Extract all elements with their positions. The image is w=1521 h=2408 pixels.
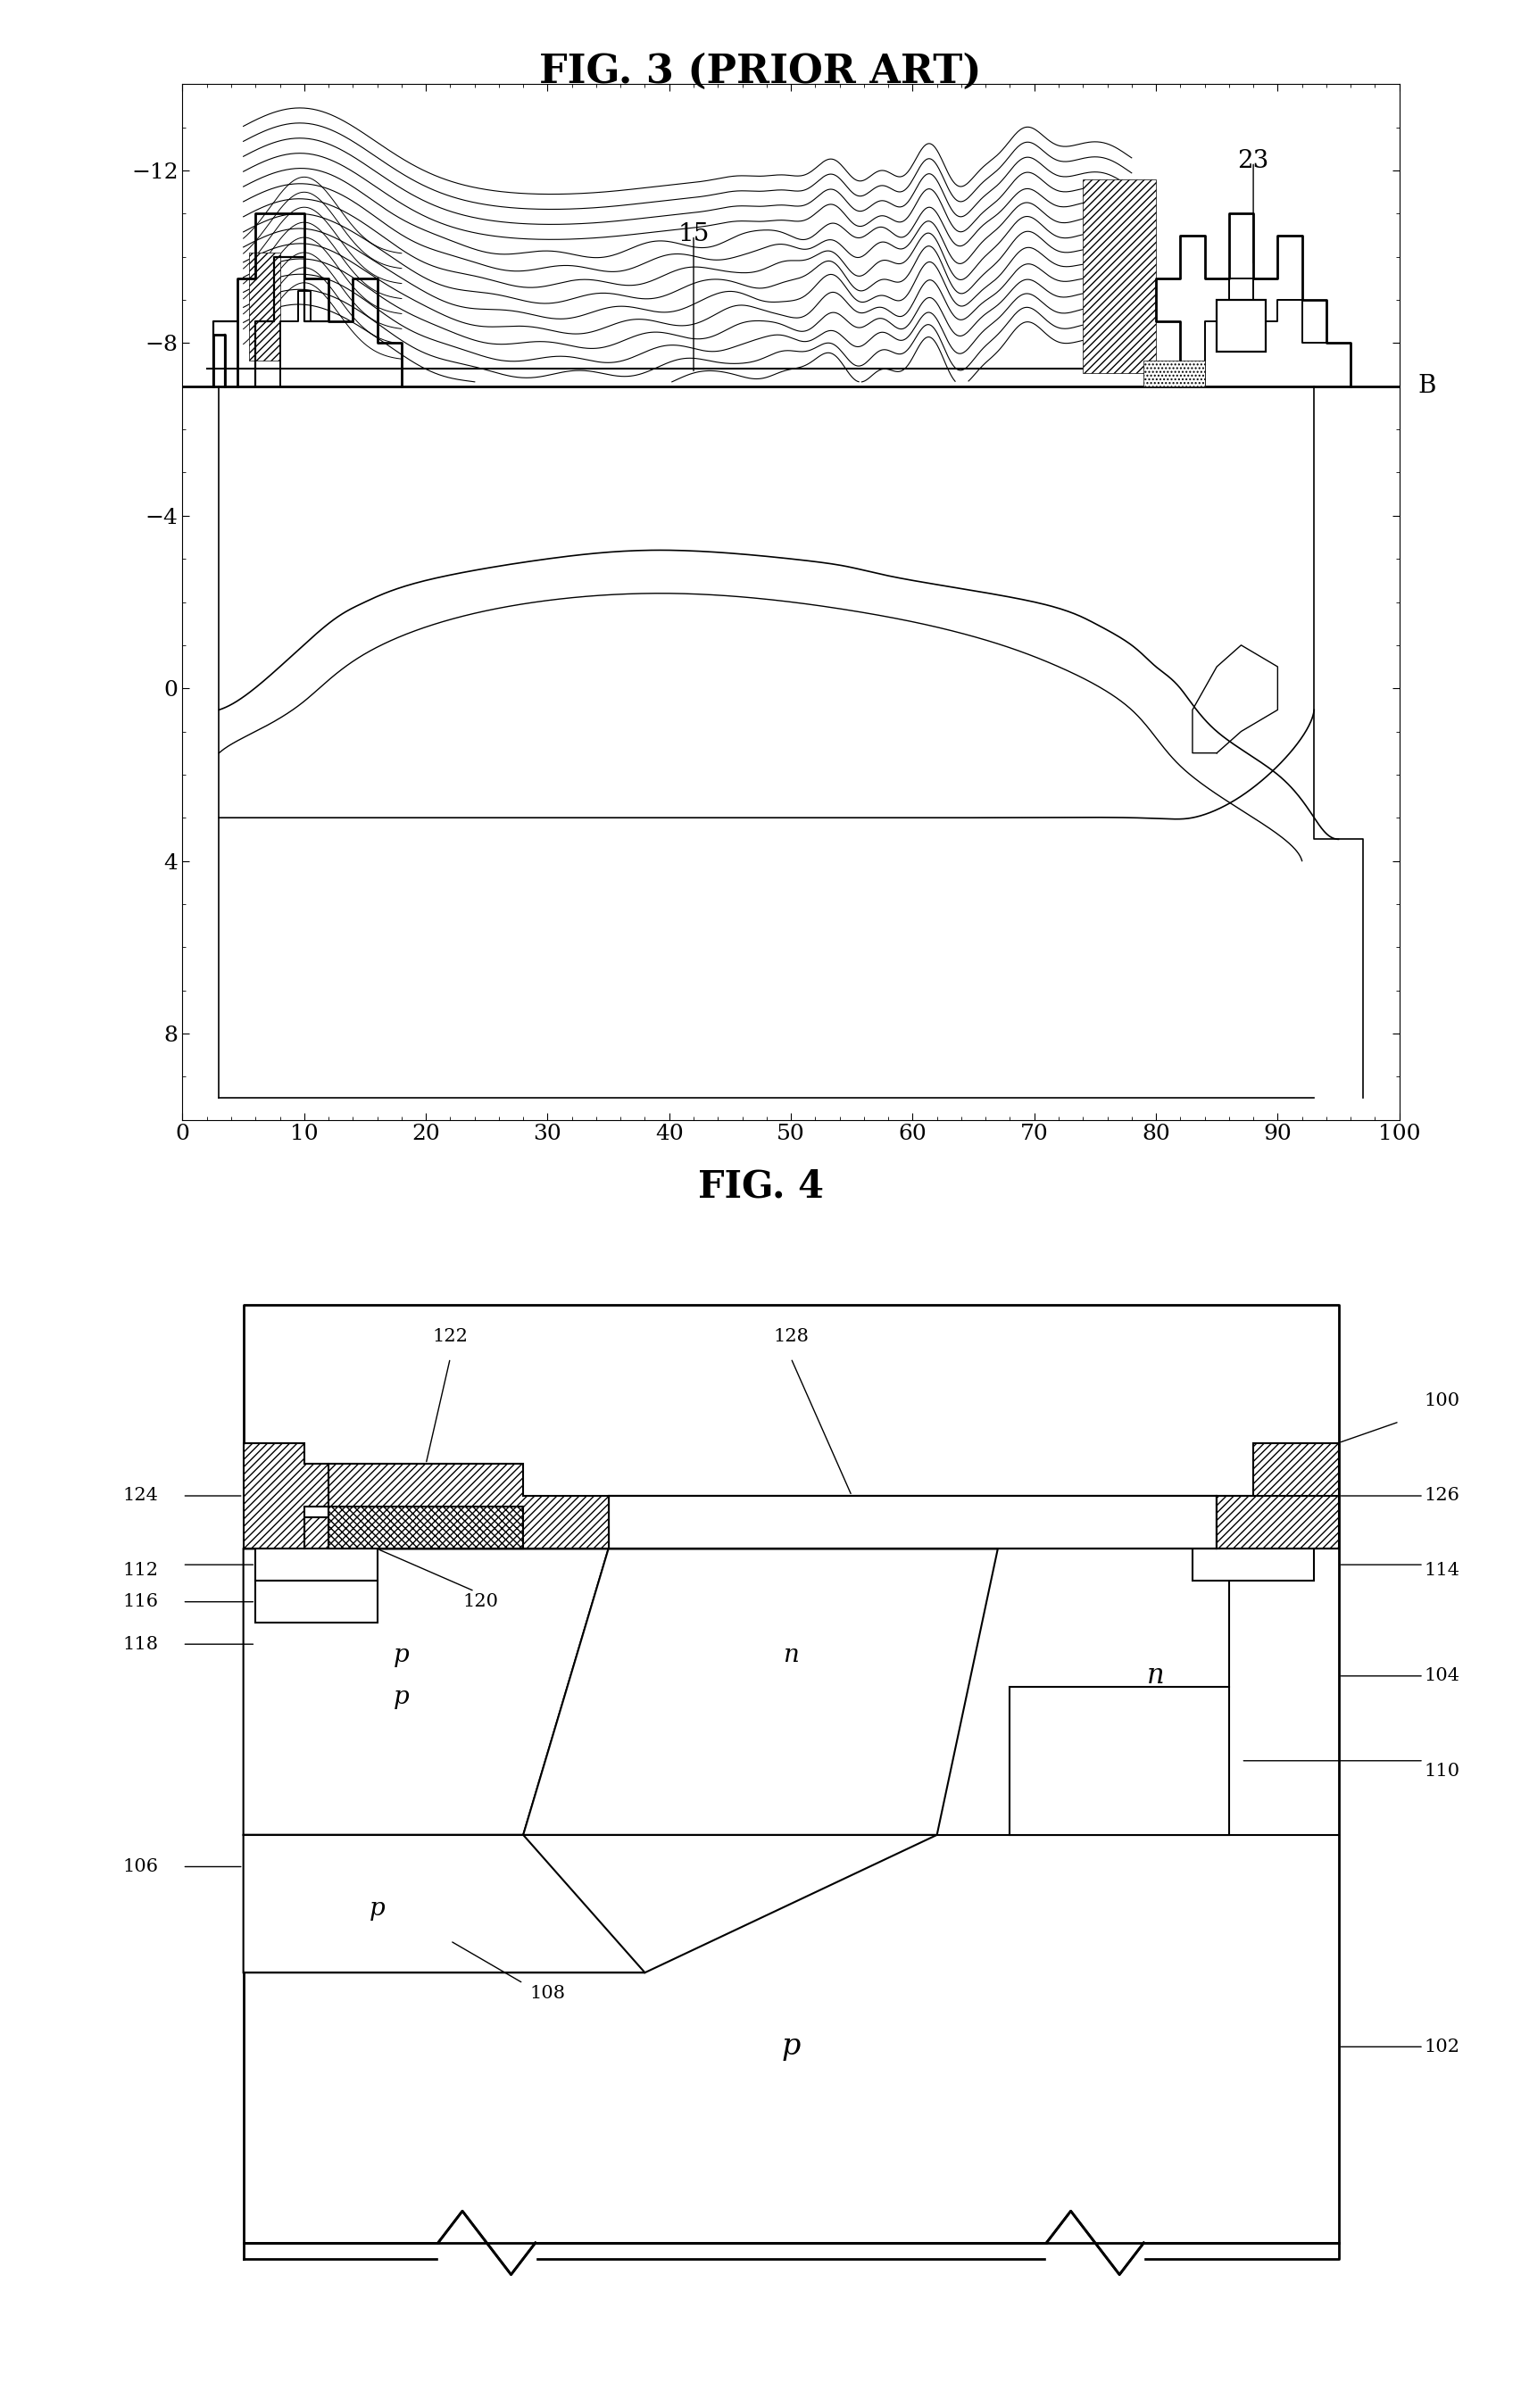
Text: p: p <box>370 1898 385 1922</box>
Text: n: n <box>1147 1662 1165 1690</box>
Text: 116: 116 <box>123 1594 158 1611</box>
Polygon shape <box>243 1548 608 1835</box>
Polygon shape <box>243 1442 329 1548</box>
Text: FIG. 4: FIG. 4 <box>698 1168 823 1206</box>
Text: 112: 112 <box>123 1560 158 1580</box>
Bar <box>608 1495 1217 1548</box>
Bar <box>1217 1495 1338 1548</box>
Bar <box>608 1495 1217 1548</box>
Text: 124: 124 <box>123 1488 158 1505</box>
Bar <box>1217 301 1265 352</box>
Bar <box>1083 178 1156 373</box>
Text: 104: 104 <box>1424 1666 1459 1686</box>
Polygon shape <box>523 1548 998 1835</box>
Text: 114: 114 <box>1424 1560 1459 1580</box>
Text: n: n <box>783 1642 799 1666</box>
Text: p: p <box>782 2032 800 2061</box>
Text: 23: 23 <box>1238 149 1269 173</box>
Text: n+: n+ <box>1243 1558 1264 1570</box>
Text: 120: 120 <box>462 1594 497 1611</box>
Text: 108: 108 <box>529 1984 566 2003</box>
Text: p: p <box>312 1597 321 1609</box>
Polygon shape <box>304 1464 608 1548</box>
Text: 100: 100 <box>1424 1392 1460 1409</box>
Text: 122: 122 <box>432 1329 468 1346</box>
Text: n: n <box>1112 1748 1127 1772</box>
Polygon shape <box>243 1835 645 1972</box>
Polygon shape <box>1217 1442 1338 1548</box>
Text: p: p <box>394 1686 409 1710</box>
Text: B: B <box>1418 373 1436 397</box>
Bar <box>1192 1548 1314 1580</box>
Text: 15: 15 <box>678 222 709 246</box>
Bar <box>256 1580 377 1623</box>
Bar <box>1010 1686 1229 1835</box>
Bar <box>256 1548 377 1580</box>
Text: n+: n+ <box>306 1558 327 1570</box>
Text: 102: 102 <box>1424 2037 1459 2056</box>
Text: FIG. 3 (PRIOR ART): FIG. 3 (PRIOR ART) <box>540 53 981 92</box>
Text: 128: 128 <box>773 1329 809 1346</box>
Bar <box>1144 361 1205 385</box>
Bar <box>249 253 280 361</box>
Text: 106: 106 <box>123 1859 158 1876</box>
Bar <box>377 1517 608 1548</box>
Text: 118: 118 <box>123 1635 158 1652</box>
Text: 126: 126 <box>1424 1488 1459 1505</box>
Text: 110: 110 <box>1424 1763 1460 1780</box>
Polygon shape <box>329 1507 523 1548</box>
Text: p: p <box>394 1642 409 1666</box>
